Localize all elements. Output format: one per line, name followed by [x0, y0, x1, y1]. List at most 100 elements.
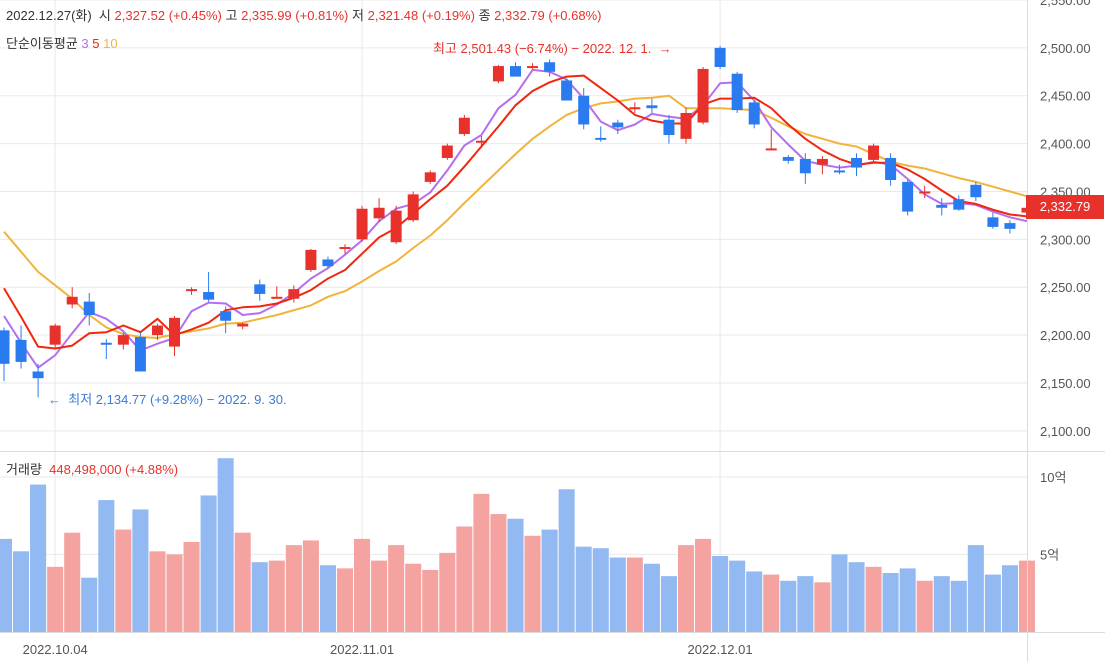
- price-tick-label: 2,450.00: [1040, 89, 1091, 104]
- candle-body: [629, 107, 641, 110]
- ma3-line: [3, 68, 1028, 369]
- ma3-legend: 3: [81, 36, 89, 51]
- candle-body: [475, 140, 487, 143]
- volume-bar: [882, 573, 899, 632]
- candle-body: [49, 325, 61, 345]
- volume-bar: [541, 529, 558, 632]
- low-annotation: ← 최저 2,134.77 (+9.28%) − 2022. 9. 30.: [48, 389, 287, 408]
- volume-bar: [422, 569, 439, 632]
- volume-bar: [371, 560, 388, 632]
- volume-bar: [47, 566, 64, 632]
- high-annotation-text: 최고 2,501.43 (−6.74%) − 2022. 12. 1.: [433, 41, 652, 56]
- volume-bar: [149, 551, 166, 632]
- volume-value: 448,498,000 (+4.88%): [49, 462, 179, 477]
- close-label: 종: [478, 8, 491, 23]
- volume-bar: [763, 574, 780, 632]
- volume-bar: [388, 545, 405, 632]
- low-annotation-text: 최저 2,134.77 (+9.28%) − 2022. 9. 30.: [68, 392, 287, 407]
- volume-bar: [916, 580, 933, 632]
- candle-body: [970, 184, 982, 198]
- candle-body: [578, 95, 590, 125]
- candle-body: [953, 199, 965, 210]
- candle-body: [254, 284, 266, 294]
- price-tick-label: 2,250.00: [1040, 280, 1091, 295]
- last-price-badge: 2,332.79: [1026, 195, 1104, 219]
- candle-body: [339, 247, 351, 250]
- candle-body: [373, 207, 385, 219]
- candle-body: [66, 296, 78, 305]
- volume-bar: [200, 495, 217, 632]
- candle-body: [936, 204, 948, 208]
- volume-bar: [558, 489, 575, 632]
- candle-body: [15, 339, 27, 362]
- low-label: 저: [352, 8, 364, 23]
- price-tick-label: 2,100.00: [1040, 424, 1091, 439]
- candle-body: [680, 112, 692, 139]
- candle-body: [544, 62, 556, 72]
- volume-bar: [183, 542, 200, 632]
- date-tick-label: 2022.10.04: [23, 642, 88, 657]
- grid-lines: [0, 0, 1027, 632]
- volume-bar: [729, 560, 746, 632]
- volume-bar: [115, 529, 132, 632]
- candle-body: [100, 342, 112, 345]
- volume-bar: [456, 526, 473, 632]
- volume-bar: [166, 554, 183, 632]
- ma-legend-label: 단순이동평균: [6, 36, 78, 51]
- volume-bar: [712, 555, 729, 632]
- volume-bar: [0, 538, 13, 632]
- candle-body: [134, 337, 146, 372]
- volume-bar: [797, 576, 814, 632]
- candle-body: [527, 66, 539, 69]
- candle-body: [510, 66, 521, 77]
- volume-header: 거래량 448,498,000 (+4.88%): [6, 459, 178, 478]
- candle-body: [561, 80, 573, 101]
- volume-bar: [354, 538, 371, 632]
- volume-bar: [746, 571, 763, 632]
- ma10-legend: 10: [103, 36, 118, 51]
- candle-body: [322, 259, 334, 267]
- open-label: 시: [98, 8, 111, 23]
- volume-bar: [660, 576, 677, 632]
- candle-body: [612, 122, 624, 128]
- candle-body: [697, 68, 709, 123]
- volume-bar: [405, 563, 422, 632]
- candle-body: [748, 102, 760, 125]
- volume-bar: [524, 535, 541, 632]
- candle-body: [868, 145, 880, 160]
- candle-body: [441, 145, 453, 158]
- candle-body: [714, 47, 726, 68]
- candle-body: [169, 317, 180, 347]
- volume-bar: [302, 540, 319, 632]
- candle-body: [237, 323, 249, 327]
- header-date: 2022.12.27(화): [6, 8, 92, 23]
- arrow-left-icon: ←: [48, 392, 65, 407]
- volume-bar: [967, 545, 984, 632]
- candle-body: [271, 296, 283, 299]
- open-value: 2,327.52 (+0.45%): [114, 8, 222, 23]
- volume-bar: [592, 548, 609, 632]
- candle-body: [458, 117, 470, 135]
- volume-bar: [575, 546, 592, 632]
- ma5-legend: 5: [92, 36, 100, 51]
- volume-bar: [30, 484, 47, 632]
- ohlc-header: 2022.12.27(화) 시 2,327.52 (+0.45%) 고 2,33…: [6, 5, 601, 24]
- volume-tick-label: 10억: [1040, 470, 1066, 485]
- volume-bar: [831, 554, 848, 632]
- price-tick-label: 2,150.00: [1040, 376, 1091, 391]
- candle-body: [0, 330, 10, 364]
- volume-bar: [319, 565, 336, 632]
- candle-body: [83, 301, 95, 315]
- candle-body: [305, 249, 317, 270]
- candle-body: [663, 119, 675, 135]
- volume-bar: [865, 566, 882, 632]
- candle-body: [356, 208, 368, 240]
- volume-bars: [0, 458, 1036, 632]
- volume-bar: [984, 574, 1001, 632]
- candle-body: [390, 210, 402, 243]
- candle-body: [220, 311, 232, 321]
- volume-bar: [848, 562, 865, 632]
- volume-label: 거래량: [6, 462, 42, 477]
